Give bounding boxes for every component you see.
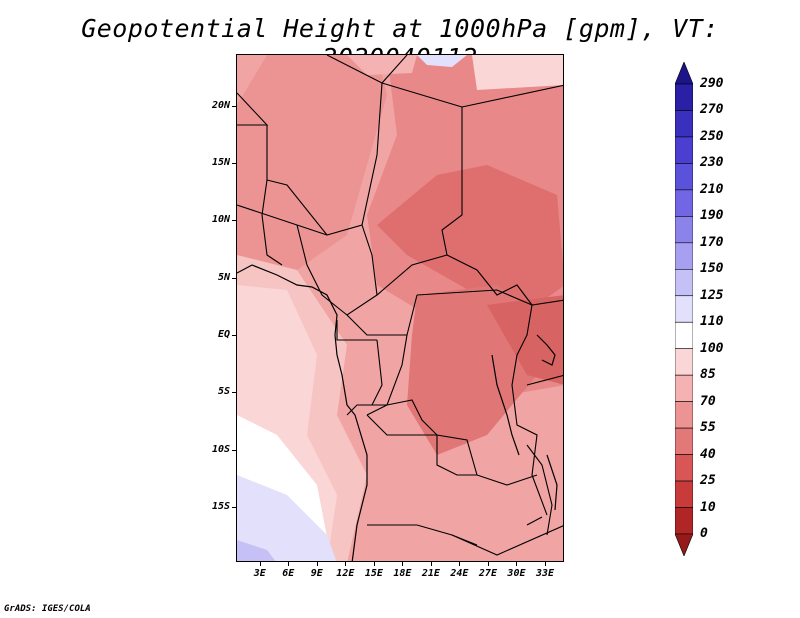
- colorbar-segment: [675, 216, 693, 242]
- colorbar-level-label: 0: [700, 526, 708, 541]
- colorbar-segment: [675, 349, 693, 375]
- colorbar-level-label: 85: [700, 367, 716, 382]
- colorbar-level-label: 25: [700, 473, 716, 488]
- colorbar-segment: [675, 243, 693, 269]
- lon-tick-mark: [488, 562, 489, 566]
- field-northeast-warm: [472, 55, 564, 90]
- colorbar-level-label: 110: [700, 314, 723, 329]
- colorbar-segment: [675, 534, 693, 556]
- lat-tick-label: 5S: [218, 386, 230, 397]
- colorbar-segment: [675, 481, 693, 507]
- lon-tick-label: 24E: [449, 568, 469, 579]
- lat-tick-label: EQ: [218, 329, 230, 340]
- colorbar-level-label: 290: [700, 76, 723, 91]
- lat-tick-label: 15S: [212, 501, 230, 512]
- lat-tick-mark: [232, 220, 236, 221]
- lon-tick-mark: [545, 562, 546, 566]
- lat-tick-mark: [232, 106, 236, 107]
- lat-tick-label: 10S: [212, 444, 230, 455]
- map-panel: [236, 54, 564, 562]
- lon-tick-label: 30E: [506, 568, 526, 579]
- credit-text: GrADS: IGES/COLA: [4, 604, 91, 614]
- lon-tick-label: 27E: [478, 568, 498, 579]
- lat-tick-mark: [232, 450, 236, 451]
- colorbar-segment: [675, 428, 693, 454]
- colorbar-level-label: 125: [700, 288, 723, 303]
- colorbar-segment: [675, 137, 693, 163]
- lat-tick-mark: [232, 507, 236, 508]
- colorbar-level-label: 210: [700, 182, 723, 197]
- colorbar-level-label: 230: [700, 155, 723, 170]
- colorbar-level-label: 40: [700, 447, 716, 462]
- colorbar-segment: [675, 163, 693, 189]
- lon-tick-mark: [431, 562, 432, 566]
- colorbar-level-label: 55: [700, 420, 716, 435]
- colorbar-level-label: 150: [700, 261, 723, 276]
- lon-tick-mark: [345, 562, 346, 566]
- colorbar-level-label: 190: [700, 208, 723, 223]
- colorbar-segment: [675, 455, 693, 481]
- lon-tick-mark: [288, 562, 289, 566]
- lon-tick-label: 18E: [392, 568, 412, 579]
- colorbar-level-label: 70: [700, 394, 716, 409]
- lon-tick-mark: [260, 562, 261, 566]
- lat-tick-label: 5N: [218, 272, 230, 283]
- colorbar-segment: [675, 190, 693, 216]
- lat-tick-mark: [232, 163, 236, 164]
- lon-tick-mark: [402, 562, 403, 566]
- lon-tick-label: 33E: [535, 568, 555, 579]
- lat-tick-label: 20N: [212, 100, 230, 111]
- lon-tick-label: 15E: [364, 568, 384, 579]
- colorbar-level-label: 250: [700, 129, 723, 144]
- colorbar-segment: [675, 296, 693, 322]
- lat-tick-mark: [232, 278, 236, 279]
- colorbar-level-label: 10: [700, 500, 716, 515]
- colorbar-segment: [675, 62, 693, 84]
- colorbar-segment: [675, 375, 693, 401]
- lon-tick-label: 12E: [335, 568, 355, 579]
- colorbar-segment: [675, 110, 693, 136]
- lon-tick-mark: [516, 562, 517, 566]
- lat-tick-label: 15N: [212, 157, 230, 168]
- lon-tick-label: 3E: [250, 568, 270, 579]
- lat-tick-label: 10N: [212, 214, 230, 225]
- colorbar: [675, 62, 693, 556]
- lon-tick-label: 6E: [278, 568, 298, 579]
- lon-tick-mark: [459, 562, 460, 566]
- colorbar-level-label: 100: [700, 341, 723, 356]
- colorbar-level-label: 270: [700, 102, 723, 117]
- colorbar-segment: [675, 84, 693, 110]
- colorbar-segment: [675, 269, 693, 295]
- map-field: [237, 55, 564, 562]
- lon-tick-mark: [317, 562, 318, 566]
- lon-tick-mark: [374, 562, 375, 566]
- colorbar-segment: [675, 322, 693, 348]
- lon-tick-label: 21E: [421, 568, 441, 579]
- lat-tick-mark: [232, 335, 236, 336]
- colorbar-segment: [675, 402, 693, 428]
- lon-tick-label: 9E: [307, 568, 327, 579]
- lat-tick-mark: [232, 392, 236, 393]
- colorbar-segment: [675, 508, 693, 534]
- colorbar-level-label: 170: [700, 235, 723, 250]
